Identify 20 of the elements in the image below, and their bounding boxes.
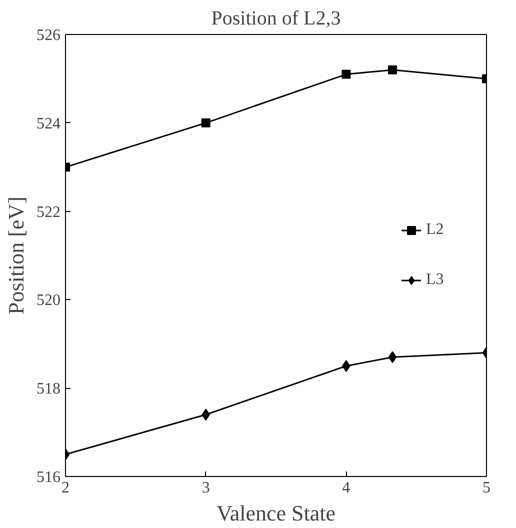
y-tick-label: 524 (36, 115, 60, 132)
x-axis-title: Valence State (216, 500, 336, 526)
legend-label: L3 (426, 271, 445, 289)
y-tick-label: 522 (36, 204, 60, 221)
y-tick-label: 518 (36, 380, 60, 398)
point (201, 118, 210, 128)
point (342, 70, 351, 79)
point (388, 65, 397, 74)
x-tick-label: 3 (202, 480, 210, 496)
x-tick-label: 5 (482, 480, 490, 496)
y-tick-label: 526 (36, 27, 60, 44)
point (342, 360, 350, 372)
y-axis-title: Position [eV] (4, 196, 28, 314)
chart-title: Position of L2,3 (211, 8, 341, 30)
x-tick-label: 2 (62, 480, 70, 496)
x-tick-label: 4 (342, 480, 350, 496)
y-tick-label: 516 (36, 469, 60, 486)
legend-label: L2 (426, 221, 445, 239)
y-tick-label: 520 (36, 292, 60, 310)
point (388, 351, 397, 364)
